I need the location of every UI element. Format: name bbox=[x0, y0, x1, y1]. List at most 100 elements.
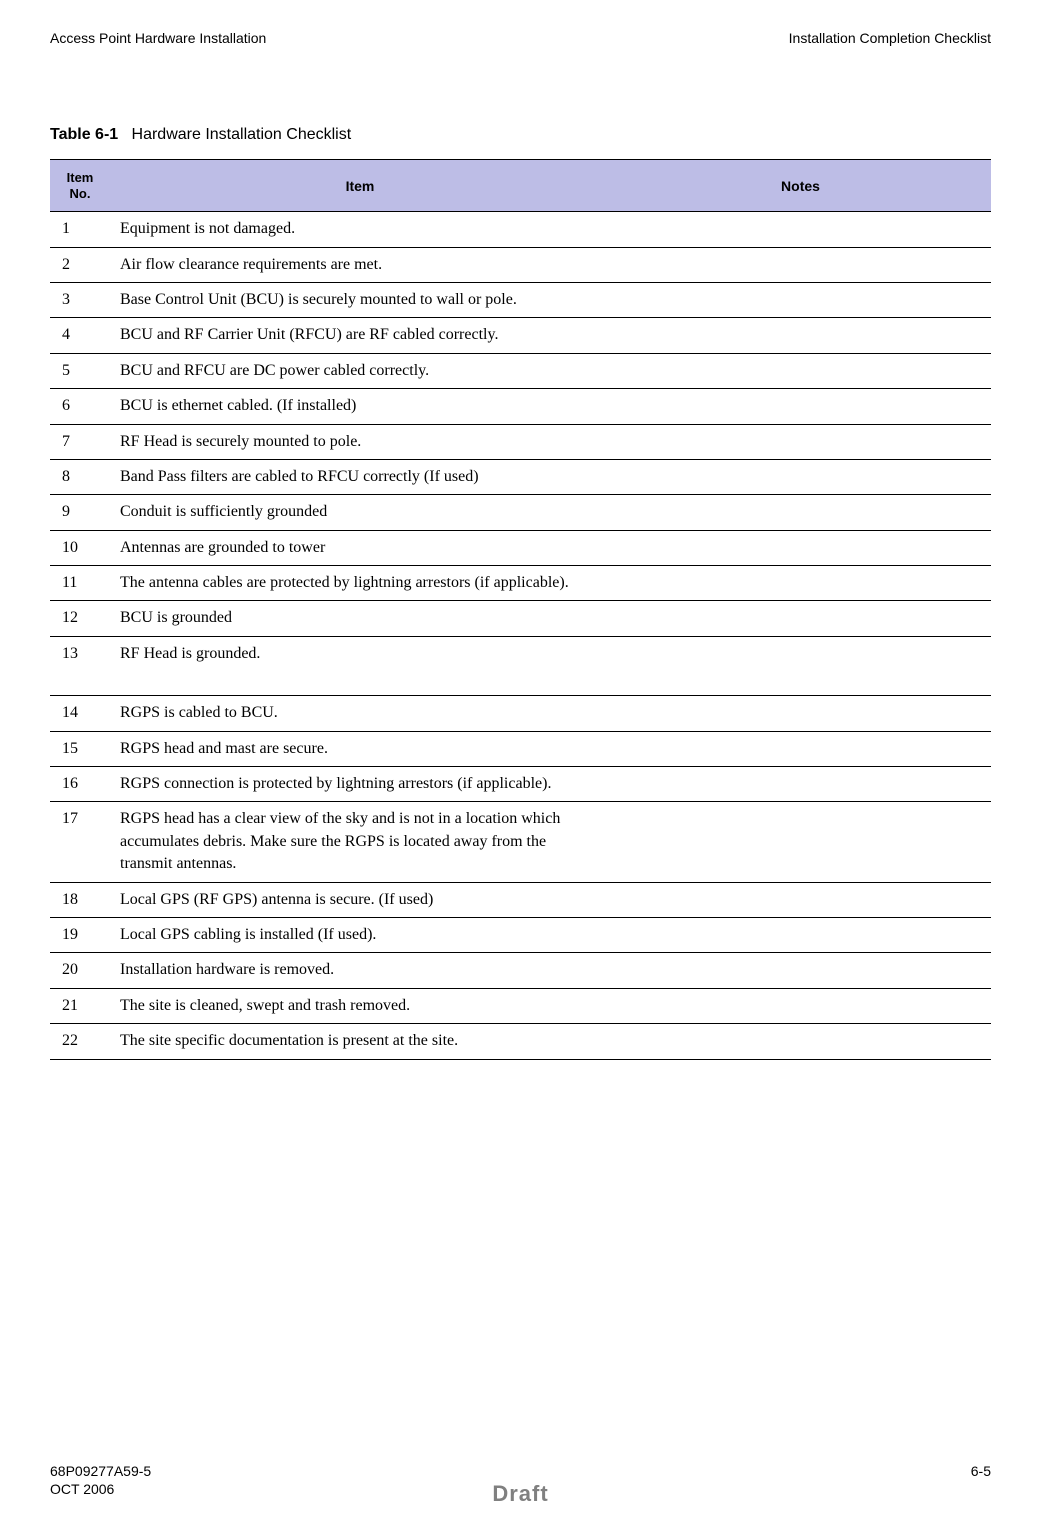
cell-item-no: 4 bbox=[50, 318, 110, 353]
cell-item-text: The antenna cables are protected by ligh… bbox=[110, 566, 610, 601]
cell-item-no: 21 bbox=[50, 988, 110, 1023]
table-row: 19Local GPS cabling is installed (If use… bbox=[50, 918, 991, 953]
cell-item-no: 2 bbox=[50, 247, 110, 282]
table-row: 6BCU is ethernet cabled. (If installed) bbox=[50, 389, 991, 424]
page-footer: 68P09277A59-5 6-5 OCT 2006 Draft bbox=[50, 1463, 991, 1497]
cell-item-no: 5 bbox=[50, 353, 110, 388]
header-right: Installation Completion Checklist bbox=[789, 30, 991, 46]
cell-item-text: BCU is grounded bbox=[110, 601, 610, 636]
cell-item-text: Band Pass filters are cabled to RFCU cor… bbox=[110, 459, 610, 494]
page-header: Access Point Hardware Installation Insta… bbox=[50, 30, 991, 46]
cell-notes bbox=[610, 353, 991, 388]
cell-item-text: RGPS is cabled to BCU. bbox=[110, 696, 610, 731]
table-number: Table 6-1 bbox=[50, 126, 118, 143]
cell-notes bbox=[610, 918, 991, 953]
cell-notes bbox=[610, 212, 991, 247]
table-row: 16RGPS connection is protected by lightn… bbox=[50, 767, 991, 802]
cell-item-no: 14 bbox=[50, 696, 110, 731]
cell-item-no: 9 bbox=[50, 495, 110, 530]
cell-item-no: 18 bbox=[50, 882, 110, 917]
table-row: 20Installation hardware is removed. bbox=[50, 953, 991, 988]
cell-item-no: 7 bbox=[50, 424, 110, 459]
table-row: 14RGPS is cabled to BCU. bbox=[50, 696, 991, 731]
footer-doc-number: 68P09277A59-5 bbox=[50, 1463, 151, 1479]
cell-item-text: Antennas are grounded to tower bbox=[110, 530, 610, 565]
cell-notes bbox=[610, 566, 991, 601]
cell-item-no: 16 bbox=[50, 767, 110, 802]
cell-notes bbox=[610, 459, 991, 494]
col-header-item: Item bbox=[110, 160, 610, 212]
cell-item-text: Air flow clearance requirements are met. bbox=[110, 247, 610, 282]
table-row: 13RF Head is grounded. bbox=[50, 636, 991, 695]
cell-item-no: 20 bbox=[50, 953, 110, 988]
col-header-no: Item No. bbox=[50, 160, 110, 212]
cell-item-no: 1 bbox=[50, 212, 110, 247]
cell-item-text: RF Head is securely mounted to pole. bbox=[110, 424, 610, 459]
cell-item-text: RF Head is grounded. bbox=[110, 636, 610, 695]
table-row: 8Band Pass filters are cabled to RFCU co… bbox=[50, 459, 991, 494]
table-row: 1Equipment is not damaged. bbox=[50, 212, 991, 247]
cell-notes bbox=[610, 802, 991, 882]
cell-item-no: 6 bbox=[50, 389, 110, 424]
table-row: 7RF Head is securely mounted to pole. bbox=[50, 424, 991, 459]
cell-item-text: Base Control Unit (BCU) is securely moun… bbox=[110, 282, 610, 317]
cell-item-no: 8 bbox=[50, 459, 110, 494]
cell-item-text: The site specific documentation is prese… bbox=[110, 1024, 610, 1059]
cell-notes bbox=[610, 1024, 991, 1059]
footer-page-number: 6-5 bbox=[971, 1463, 991, 1479]
col-header-notes: Notes bbox=[610, 160, 991, 212]
header-left: Access Point Hardware Installation bbox=[50, 30, 266, 46]
footer-draft-label: Draft bbox=[492, 1481, 548, 1507]
cell-notes bbox=[610, 601, 991, 636]
table-row: 10Antennas are grounded to tower bbox=[50, 530, 991, 565]
cell-item-no: 13 bbox=[50, 636, 110, 695]
cell-notes bbox=[610, 318, 991, 353]
cell-notes bbox=[610, 247, 991, 282]
table-row: 17RGPS head has a clear view of the sky … bbox=[50, 802, 991, 882]
cell-item-text: RGPS head has a clear view of the sky an… bbox=[110, 802, 610, 882]
cell-notes bbox=[610, 731, 991, 766]
cell-item-no: 11 bbox=[50, 566, 110, 601]
cell-notes bbox=[610, 988, 991, 1023]
cell-item-text: RGPS head and mast are secure. bbox=[110, 731, 610, 766]
cell-item-text: BCU is ethernet cabled. (If installed) bbox=[110, 389, 610, 424]
cell-item-no: 17 bbox=[50, 802, 110, 882]
table-row: 21The site is cleaned, swept and trash r… bbox=[50, 988, 991, 1023]
cell-notes bbox=[610, 953, 991, 988]
cell-notes bbox=[610, 282, 991, 317]
cell-item-text: BCU and RF Carrier Unit (RFCU) are RF ca… bbox=[110, 318, 610, 353]
footer-date: OCT 2006 bbox=[50, 1481, 114, 1497]
table-header-row: Item No. Item Notes bbox=[50, 160, 991, 212]
cell-item-no: 10 bbox=[50, 530, 110, 565]
cell-notes bbox=[610, 424, 991, 459]
table-row: 3Base Control Unit (BCU) is securely mou… bbox=[50, 282, 991, 317]
table-row: 18Local GPS (RF GPS) antenna is secure. … bbox=[50, 882, 991, 917]
cell-item-no: 3 bbox=[50, 282, 110, 317]
cell-item-text: Equipment is not damaged. bbox=[110, 212, 610, 247]
table-row: 4BCU and RF Carrier Unit (RFCU) are RF c… bbox=[50, 318, 991, 353]
cell-item-text: Installation hardware is removed. bbox=[110, 953, 610, 988]
cell-item-text: Conduit is sufficiently grounded bbox=[110, 495, 610, 530]
table-row: 9Conduit is sufficiently grounded bbox=[50, 495, 991, 530]
cell-item-text: RGPS connection is protected by lightnin… bbox=[110, 767, 610, 802]
checklist-table: Item No. Item Notes 1Equipment is not da… bbox=[50, 159, 991, 1060]
cell-notes bbox=[610, 767, 991, 802]
table-title: Hardware Installation Checklist bbox=[132, 126, 352, 143]
cell-notes bbox=[610, 696, 991, 731]
cell-notes bbox=[610, 636, 991, 695]
table-row: 12BCU is grounded bbox=[50, 601, 991, 636]
cell-notes bbox=[610, 882, 991, 917]
table-caption: Table 6-1 Hardware Installation Checklis… bbox=[50, 126, 991, 144]
cell-notes bbox=[610, 495, 991, 530]
cell-notes bbox=[610, 389, 991, 424]
cell-item-no: 12 bbox=[50, 601, 110, 636]
table-row: 11The antenna cables are protected by li… bbox=[50, 566, 991, 601]
table-row: 22The site specific documentation is pre… bbox=[50, 1024, 991, 1059]
table-row: 5BCU and RFCU are DC power cabled correc… bbox=[50, 353, 991, 388]
cell-item-no: 15 bbox=[50, 731, 110, 766]
table-row: 2Air flow clearance requirements are met… bbox=[50, 247, 991, 282]
cell-notes bbox=[610, 530, 991, 565]
cell-item-text: Local GPS (RF GPS) antenna is secure. (I… bbox=[110, 882, 610, 917]
cell-item-text: BCU and RFCU are DC power cabled correct… bbox=[110, 353, 610, 388]
cell-item-no: 22 bbox=[50, 1024, 110, 1059]
